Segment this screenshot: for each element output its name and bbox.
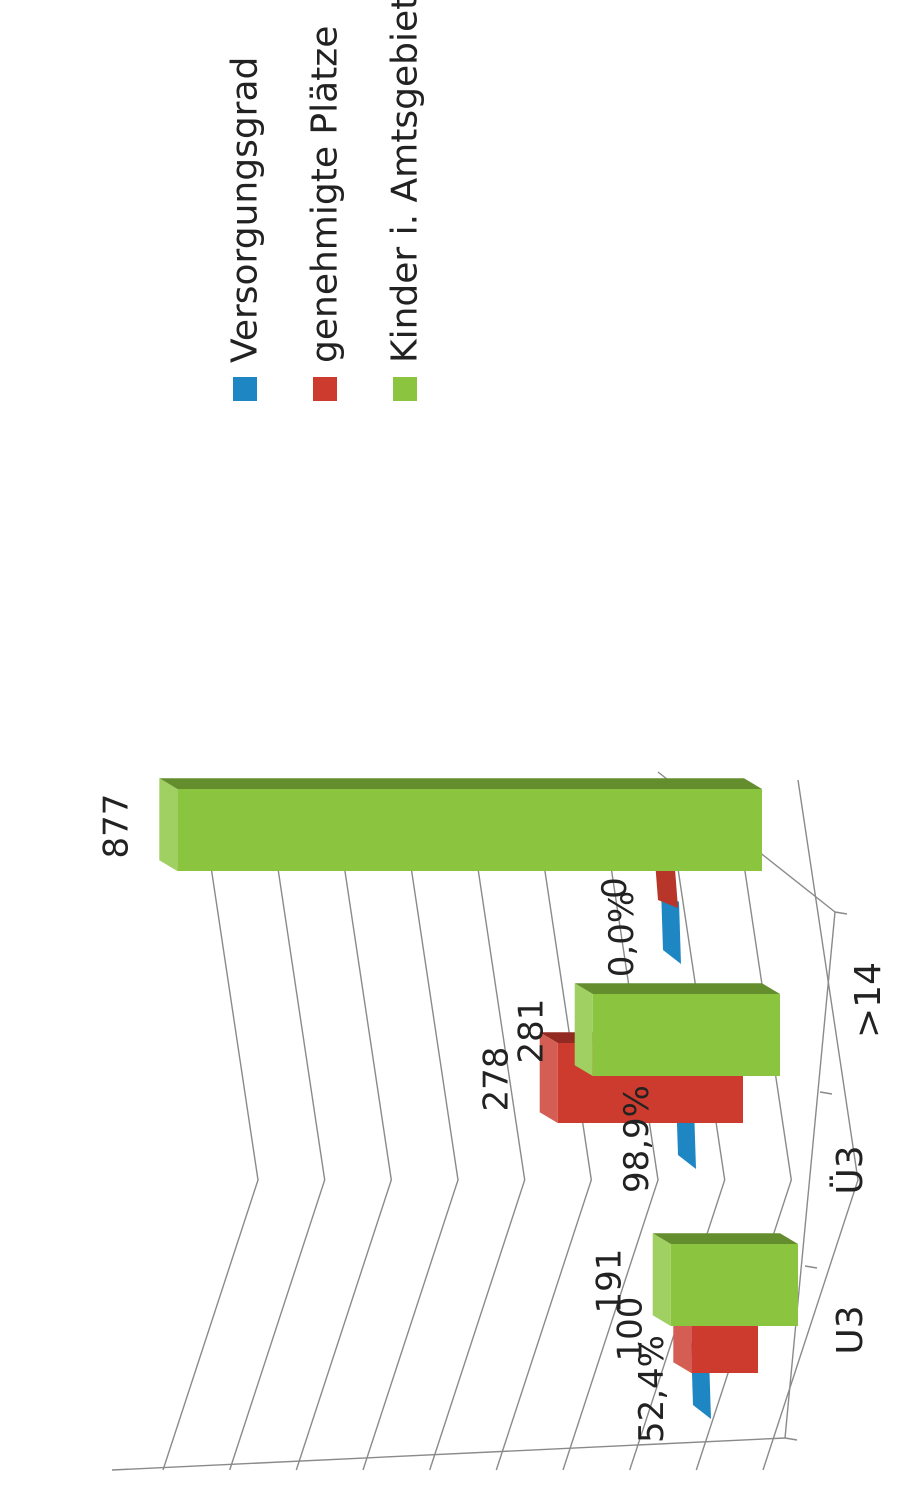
data-label: 278	[477, 1047, 517, 1112]
legend: Versorgungsgrad genehmigte Plätze Kinder i…	[225, 0, 426, 401]
bar-end	[539, 1032, 558, 1123]
category-axis	[784, 911, 836, 1439]
axis-tick	[784, 1437, 798, 1441]
bar-front	[177, 789, 763, 871]
legend-label: genehmigte Plätze	[305, 26, 346, 363]
category-tick-label: Ü3	[829, 1145, 871, 1194]
gridline	[229, 779, 326, 1471]
bar-top	[652, 1233, 798, 1244]
data-label: 877	[96, 794, 136, 859]
data-label: 52,4%	[632, 1335, 672, 1443]
data-label: 0,0%	[602, 891, 642, 977]
data-label: 281	[512, 999, 552, 1064]
legend-label: Versorgungsgrad	[225, 57, 266, 363]
bar-top	[574, 983, 780, 994]
gridline	[762, 779, 859, 1471]
gridline	[629, 779, 726, 1471]
value-axis-baseline	[111, 1437, 786, 1471]
gridline	[562, 779, 659, 1471]
bar-front	[670, 1244, 798, 1326]
legend-swatch	[393, 377, 417, 401]
legend-label: Kinder i. Amtsgebiet	[385, 0, 426, 363]
data-label: 100	[610, 1297, 650, 1362]
bar-end	[574, 983, 593, 1076]
category-tick-label: U3	[830, 1305, 871, 1354]
bar-top	[159, 778, 763, 789]
bar-end	[652, 1233, 671, 1326]
bars	[159, 778, 798, 1419]
bar-end	[159, 778, 178, 871]
gridline	[695, 779, 793, 1471]
bar-front	[592, 994, 780, 1076]
data-label: 98,9%	[617, 1085, 657, 1193]
gridline	[295, 779, 393, 1471]
gridline	[429, 779, 526, 1471]
axis-tick	[804, 1265, 818, 1269]
legend-swatch	[313, 377, 337, 401]
gridline	[162, 779, 259, 1471]
legend-swatch	[233, 377, 257, 401]
data-label: 191	[590, 1249, 630, 1314]
axis-tick	[819, 1091, 833, 1095]
axis-tick	[834, 911, 848, 915]
labels: 52,4% 98,9% 0,0% 100 278 0 191 281 877 U3 Ü3 >14	[96, 794, 889, 1443]
gridline	[495, 779, 593, 1471]
data-label: 0	[595, 877, 635, 899]
category-tick-label: >14	[848, 962, 889, 1038]
gridline	[362, 779, 459, 1471]
